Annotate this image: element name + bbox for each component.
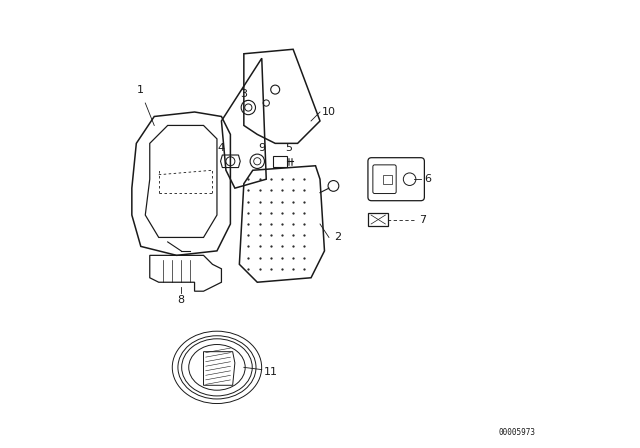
Text: 5: 5 xyxy=(285,143,292,153)
Text: 2: 2 xyxy=(334,233,342,242)
Text: 8: 8 xyxy=(177,295,185,305)
Text: 11: 11 xyxy=(264,367,278,377)
Text: 3: 3 xyxy=(241,89,247,99)
Text: 00005973: 00005973 xyxy=(498,428,535,437)
Text: 10: 10 xyxy=(322,107,336,117)
Text: 4: 4 xyxy=(218,143,225,153)
Text: 1: 1 xyxy=(138,85,144,95)
Text: 9: 9 xyxy=(258,143,266,153)
Text: 7: 7 xyxy=(419,215,427,224)
Text: 6: 6 xyxy=(424,174,431,184)
